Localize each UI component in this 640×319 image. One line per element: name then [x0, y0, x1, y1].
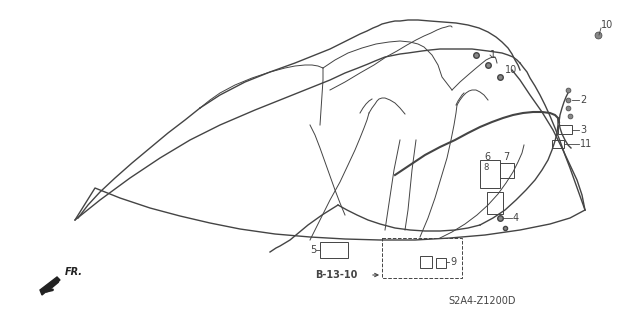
Text: S2A4-Z1200D: S2A4-Z1200D	[448, 296, 515, 306]
Text: 4: 4	[513, 213, 519, 223]
Bar	[420, 256, 432, 268]
Text: FR.: FR.	[65, 267, 83, 277]
Text: 8: 8	[483, 164, 488, 173]
Bar	[558, 125, 572, 134]
Bar	[436, 258, 446, 268]
Text: 7: 7	[503, 152, 509, 162]
Text: 5: 5	[310, 245, 316, 255]
Text: 3: 3	[580, 125, 586, 135]
Text: 1: 1	[490, 50, 496, 60]
Bar	[320, 242, 348, 258]
Text: 6: 6	[484, 152, 490, 162]
Bar	[500, 163, 514, 178]
Bar	[552, 140, 564, 148]
Bar	[480, 160, 500, 188]
Text: 11: 11	[580, 139, 592, 149]
Polygon shape	[40, 277, 60, 295]
Text: 10: 10	[601, 20, 613, 30]
Text: B-13-10: B-13-10	[315, 270, 357, 280]
Text: 10: 10	[505, 65, 517, 75]
Bar	[382, 238, 462, 278]
Text: 2: 2	[580, 95, 586, 105]
Text: 9: 9	[450, 257, 456, 267]
Bar	[487, 192, 503, 214]
